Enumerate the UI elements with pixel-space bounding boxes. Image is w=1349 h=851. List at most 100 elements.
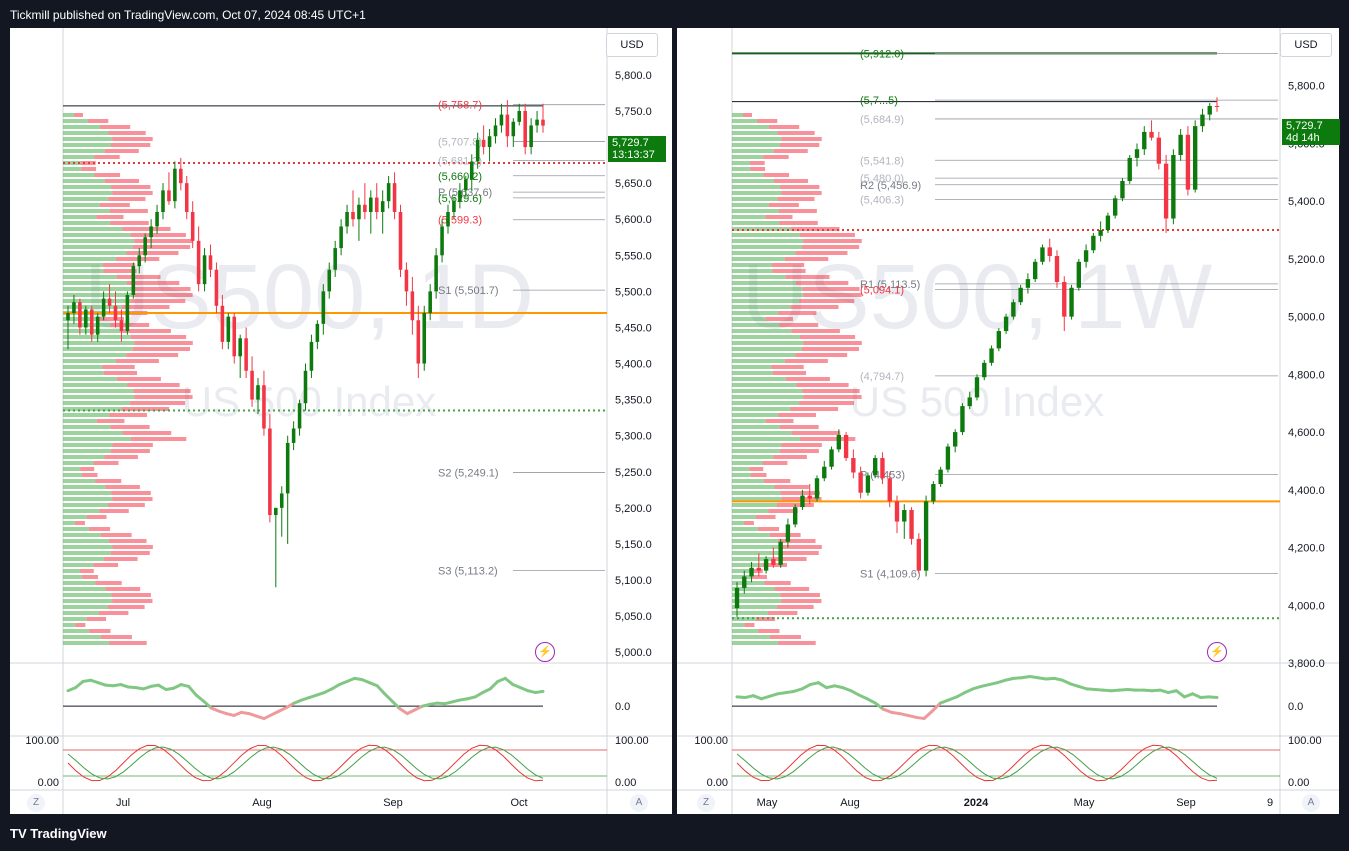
- volume-profile-bar-down: [764, 479, 791, 483]
- volume-profile-bar-down: [765, 215, 793, 219]
- volume-profile-bar-up: [732, 431, 792, 435]
- zoom-button[interactable]: Z: [697, 794, 715, 812]
- chart-panel-weekly[interactable]: US500, 1W US 500 Index (5,912.0) (5,7...5)(…: [677, 28, 1340, 814]
- currency-selector[interactable]: USD: [606, 33, 658, 57]
- volume-profile-bar-down: [773, 149, 808, 153]
- volume-profile-bar-down: [771, 365, 804, 369]
- lightning-icon[interactable]: ⚡: [1207, 642, 1227, 662]
- y-tick-label: 5,400.0: [615, 359, 652, 371]
- volume-profile-bar-up: [732, 563, 763, 567]
- pivot-level-label: (5,758.7): [438, 100, 482, 112]
- volume-profile-bar-up: [63, 383, 128, 387]
- candle-body: [452, 201, 456, 213]
- volume-profile-bar-down: [749, 467, 764, 471]
- volume-profile-bar-down: [109, 641, 147, 645]
- volume-profile-bar-down: [801, 347, 860, 351]
- rsi-line-segment: [800, 683, 812, 691]
- candle-body: [523, 110, 527, 148]
- volume-profile-bar-down: [790, 407, 839, 411]
- volume-profile-bar-up: [732, 503, 778, 507]
- volume-profile-bar-up: [63, 203, 100, 207]
- volume-profile-bar-down: [771, 263, 805, 267]
- volume-profile-bar-up: [732, 161, 750, 165]
- lightning-icon[interactable]: ⚡: [535, 642, 555, 662]
- candle-body: [315, 323, 320, 342]
- volume-profile-bar-down: [744, 623, 755, 627]
- volume-profile-bar-up: [63, 185, 112, 189]
- volume-profile-bar-up: [63, 467, 81, 471]
- volume-profile-bar-up: [732, 425, 780, 429]
- volume-profile-bar-down: [127, 383, 180, 387]
- candle-body: [1120, 180, 1125, 199]
- pivot-level-label: (5,681.2): [438, 156, 482, 168]
- candle-body: [434, 255, 438, 292]
- candle-body: [374, 197, 379, 213]
- volume-profile-bar-down: [756, 119, 778, 123]
- pivot-level-label: (5,707.8): [438, 136, 482, 148]
- volume-profile-bar-up: [63, 407, 122, 411]
- volume-profile-bar-up: [63, 233, 131, 237]
- rsi-line-segment: [849, 689, 861, 697]
- volume-profile-bar-up: [63, 131, 109, 135]
- volume-profile-bar-up: [63, 167, 82, 171]
- volume-profile-bar-down: [750, 167, 766, 171]
- volume-profile-bar-up: [63, 533, 101, 537]
- candle-body: [1098, 230, 1103, 236]
- candle-body: [369, 197, 373, 213]
- volume-profile-bar-up: [732, 401, 800, 405]
- volume-profile-bar-down: [763, 155, 789, 159]
- pivot-level-label: S1 (5,501.7): [438, 285, 499, 297]
- tradingview-footer: TV TradingView: [0, 814, 1349, 851]
- volume-profile-bar-up: [732, 173, 764, 177]
- tradingview-logo-text: TradingView: [30, 826, 107, 841]
- volume-profile-bar-up: [63, 335, 131, 339]
- volume-profile-bar-up: [732, 227, 792, 231]
- candle-body: [274, 507, 278, 516]
- volume-profile-bar-up: [732, 263, 772, 267]
- pivot-level-label: (5,660.2): [438, 171, 482, 183]
- volume-profile-bar-down: [99, 203, 130, 207]
- volume-profile-bar-up: [63, 455, 105, 459]
- y-tick-label: 5,350.0: [615, 395, 652, 407]
- candle-body: [1076, 261, 1081, 288]
- volume-profile-bar-down: [755, 617, 776, 621]
- candle-body: [1018, 287, 1023, 303]
- volume-profile-bar-up: [63, 389, 134, 393]
- volume-profile-bar-down: [773, 455, 807, 459]
- candle-body: [1163, 163, 1169, 219]
- pivot-level-label: P (5,637.6): [438, 187, 492, 199]
- volume-profile-bar-down: [134, 293, 193, 297]
- candle-body: [1200, 114, 1205, 127]
- volume-profile-bar-down: [773, 557, 807, 561]
- stoch-d-line: [736, 746, 1218, 780]
- volume-profile-bar-down: [799, 233, 855, 237]
- volume-profile-bar-up: [732, 449, 780, 453]
- zoom-button[interactable]: Z: [27, 794, 45, 812]
- auto-scale-button[interactable]: A: [630, 794, 648, 812]
- candle-body: [119, 320, 124, 332]
- volume-profile-bar-up: [63, 251, 127, 255]
- candle-body: [923, 501, 929, 571]
- volume-profile-bar-up: [732, 245, 802, 249]
- chart-panel-daily[interactable]: US500, 1D US 500 Index (5,758.7) (5,707.8)(…: [10, 28, 672, 814]
- candle-body: [511, 121, 516, 137]
- volume-profile-bar-down: [802, 389, 860, 393]
- volume-profile-bar-up: [732, 215, 766, 219]
- volume-profile-bar-down: [751, 575, 767, 579]
- y-tick-label: 5,800.0: [615, 70, 652, 82]
- volume-profile-bar-up: [732, 335, 800, 339]
- volume-profile-bar-down: [111, 593, 151, 597]
- candle-body: [386, 183, 391, 202]
- auto-scale-button[interactable]: A: [1302, 794, 1320, 812]
- volume-profile-bar-down: [122, 431, 172, 435]
- volume-profile-bar-down: [134, 239, 193, 243]
- candle-body: [416, 320, 421, 364]
- currency-selector[interactable]: USD: [1280, 33, 1332, 57]
- volume-profile-bar-down: [110, 425, 150, 429]
- volume-profile-bar-up: [63, 557, 105, 561]
- last-price-tag: 5,729.7 13:13:37: [608, 136, 666, 162]
- tradingview-logo[interactable]: TV TradingView: [10, 826, 107, 841]
- watermark-name: US 500 Index: [182, 378, 437, 425]
